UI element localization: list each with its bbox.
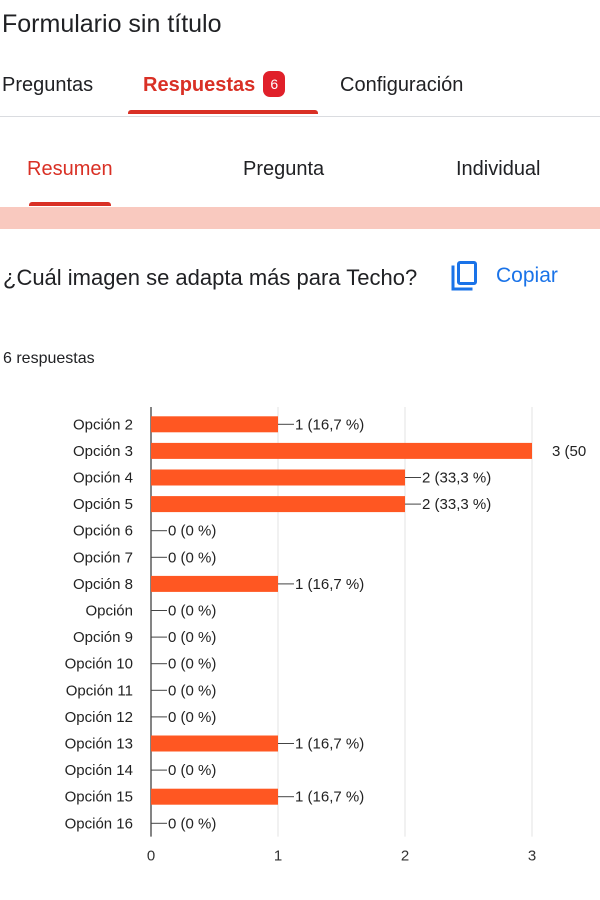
bar [151, 442, 532, 459]
x-tick-label: 2 [401, 848, 409, 865]
bar [151, 496, 405, 513]
sub-tabs: Resumen Pregunta Individual [0, 140, 600, 210]
top-tabs: Preguntas Respuestas 6 Configuración [0, 60, 600, 117]
subtab-individual[interactable]: Individual [456, 158, 541, 180]
data-label: 1 (16,7 %) [295, 576, 364, 593]
question-title: ¿Cuál imagen se adapta más para Techo? [3, 265, 418, 290]
copy-button[interactable]: Copiar [450, 258, 558, 294]
category-label: Opción 2 [73, 416, 133, 433]
data-label: 0 (0 %) [168, 629, 216, 646]
category-label: Opción 9 [73, 629, 133, 646]
data-label: 1 (16,7 %) [295, 736, 364, 753]
data-label: 2 (33,3 %) [422, 496, 491, 513]
bar [151, 469, 405, 486]
tab-preguntas[interactable]: Preguntas [2, 74, 94, 96]
bar [151, 416, 278, 433]
category-label: Opción 12 [65, 709, 133, 726]
responses-badge: 6 [263, 71, 286, 97]
category-label: Opción 14 [65, 762, 133, 779]
bar [151, 575, 278, 592]
x-tick-label: 0 [147, 848, 155, 865]
category-label: Opción 4 [73, 470, 133, 487]
category-label: Opción 8 [73, 576, 133, 593]
bar [151, 735, 278, 752]
data-label: 2 (33,3 %) [422, 470, 491, 487]
category-label: Opción 7 [73, 549, 133, 566]
data-label: 0 (0 %) [168, 603, 216, 620]
bar [151, 788, 278, 805]
data-label: 0 (0 %) [168, 762, 216, 779]
form-title: Formulario sin título [2, 10, 222, 38]
x-tick-label: 3 [528, 848, 536, 865]
data-label: 0 (0 %) [168, 682, 216, 699]
category-label: Opción [85, 603, 133, 620]
subtab-resumen[interactable]: Resumen [27, 140, 113, 206]
category-label: Opción 11 [66, 682, 133, 699]
category-label: Opción 16 [65, 815, 133, 832]
copy-label: Copiar [496, 264, 558, 287]
copy-icon [451, 261, 477, 291]
data-label: 0 (0 %) [168, 549, 216, 566]
category-label: Opción 3 [73, 443, 133, 460]
data-label: 1 (16,7 %) [295, 789, 364, 806]
summary-banner [0, 207, 600, 229]
category-label: Opción 13 [65, 736, 133, 753]
tab-configuracion[interactable]: Configuración [340, 74, 464, 96]
category-label: Opción 5 [73, 496, 133, 513]
data-label: 0 (0 %) [168, 523, 216, 540]
data-label: 0 (0 %) [168, 709, 216, 726]
x-tick-label: 1 [274, 848, 282, 865]
category-label: Opción 15 [65, 789, 133, 806]
tab-respuestas-label: Respuestas [143, 74, 256, 96]
category-label: Opción 10 [65, 656, 133, 673]
data-label: 0 (0 %) [168, 815, 216, 832]
subtab-pregunta[interactable]: Pregunta [243, 158, 325, 180]
data-label: 3 (50 [552, 443, 586, 460]
responses-bar-chart: 0 1 2 3 Opción 2 1 (16,7 %) Opción 3 3 (50 Opció… [65, 407, 586, 865]
data-label: 0 (0 %) [168, 656, 216, 673]
category-label: Opción 6 [73, 523, 133, 540]
data-label: 1 (16,7 %) [295, 416, 364, 433]
tab-respuestas[interactable]: Respuestas 6 [128, 60, 318, 114]
response-count: 6 respuestas [3, 350, 95, 367]
